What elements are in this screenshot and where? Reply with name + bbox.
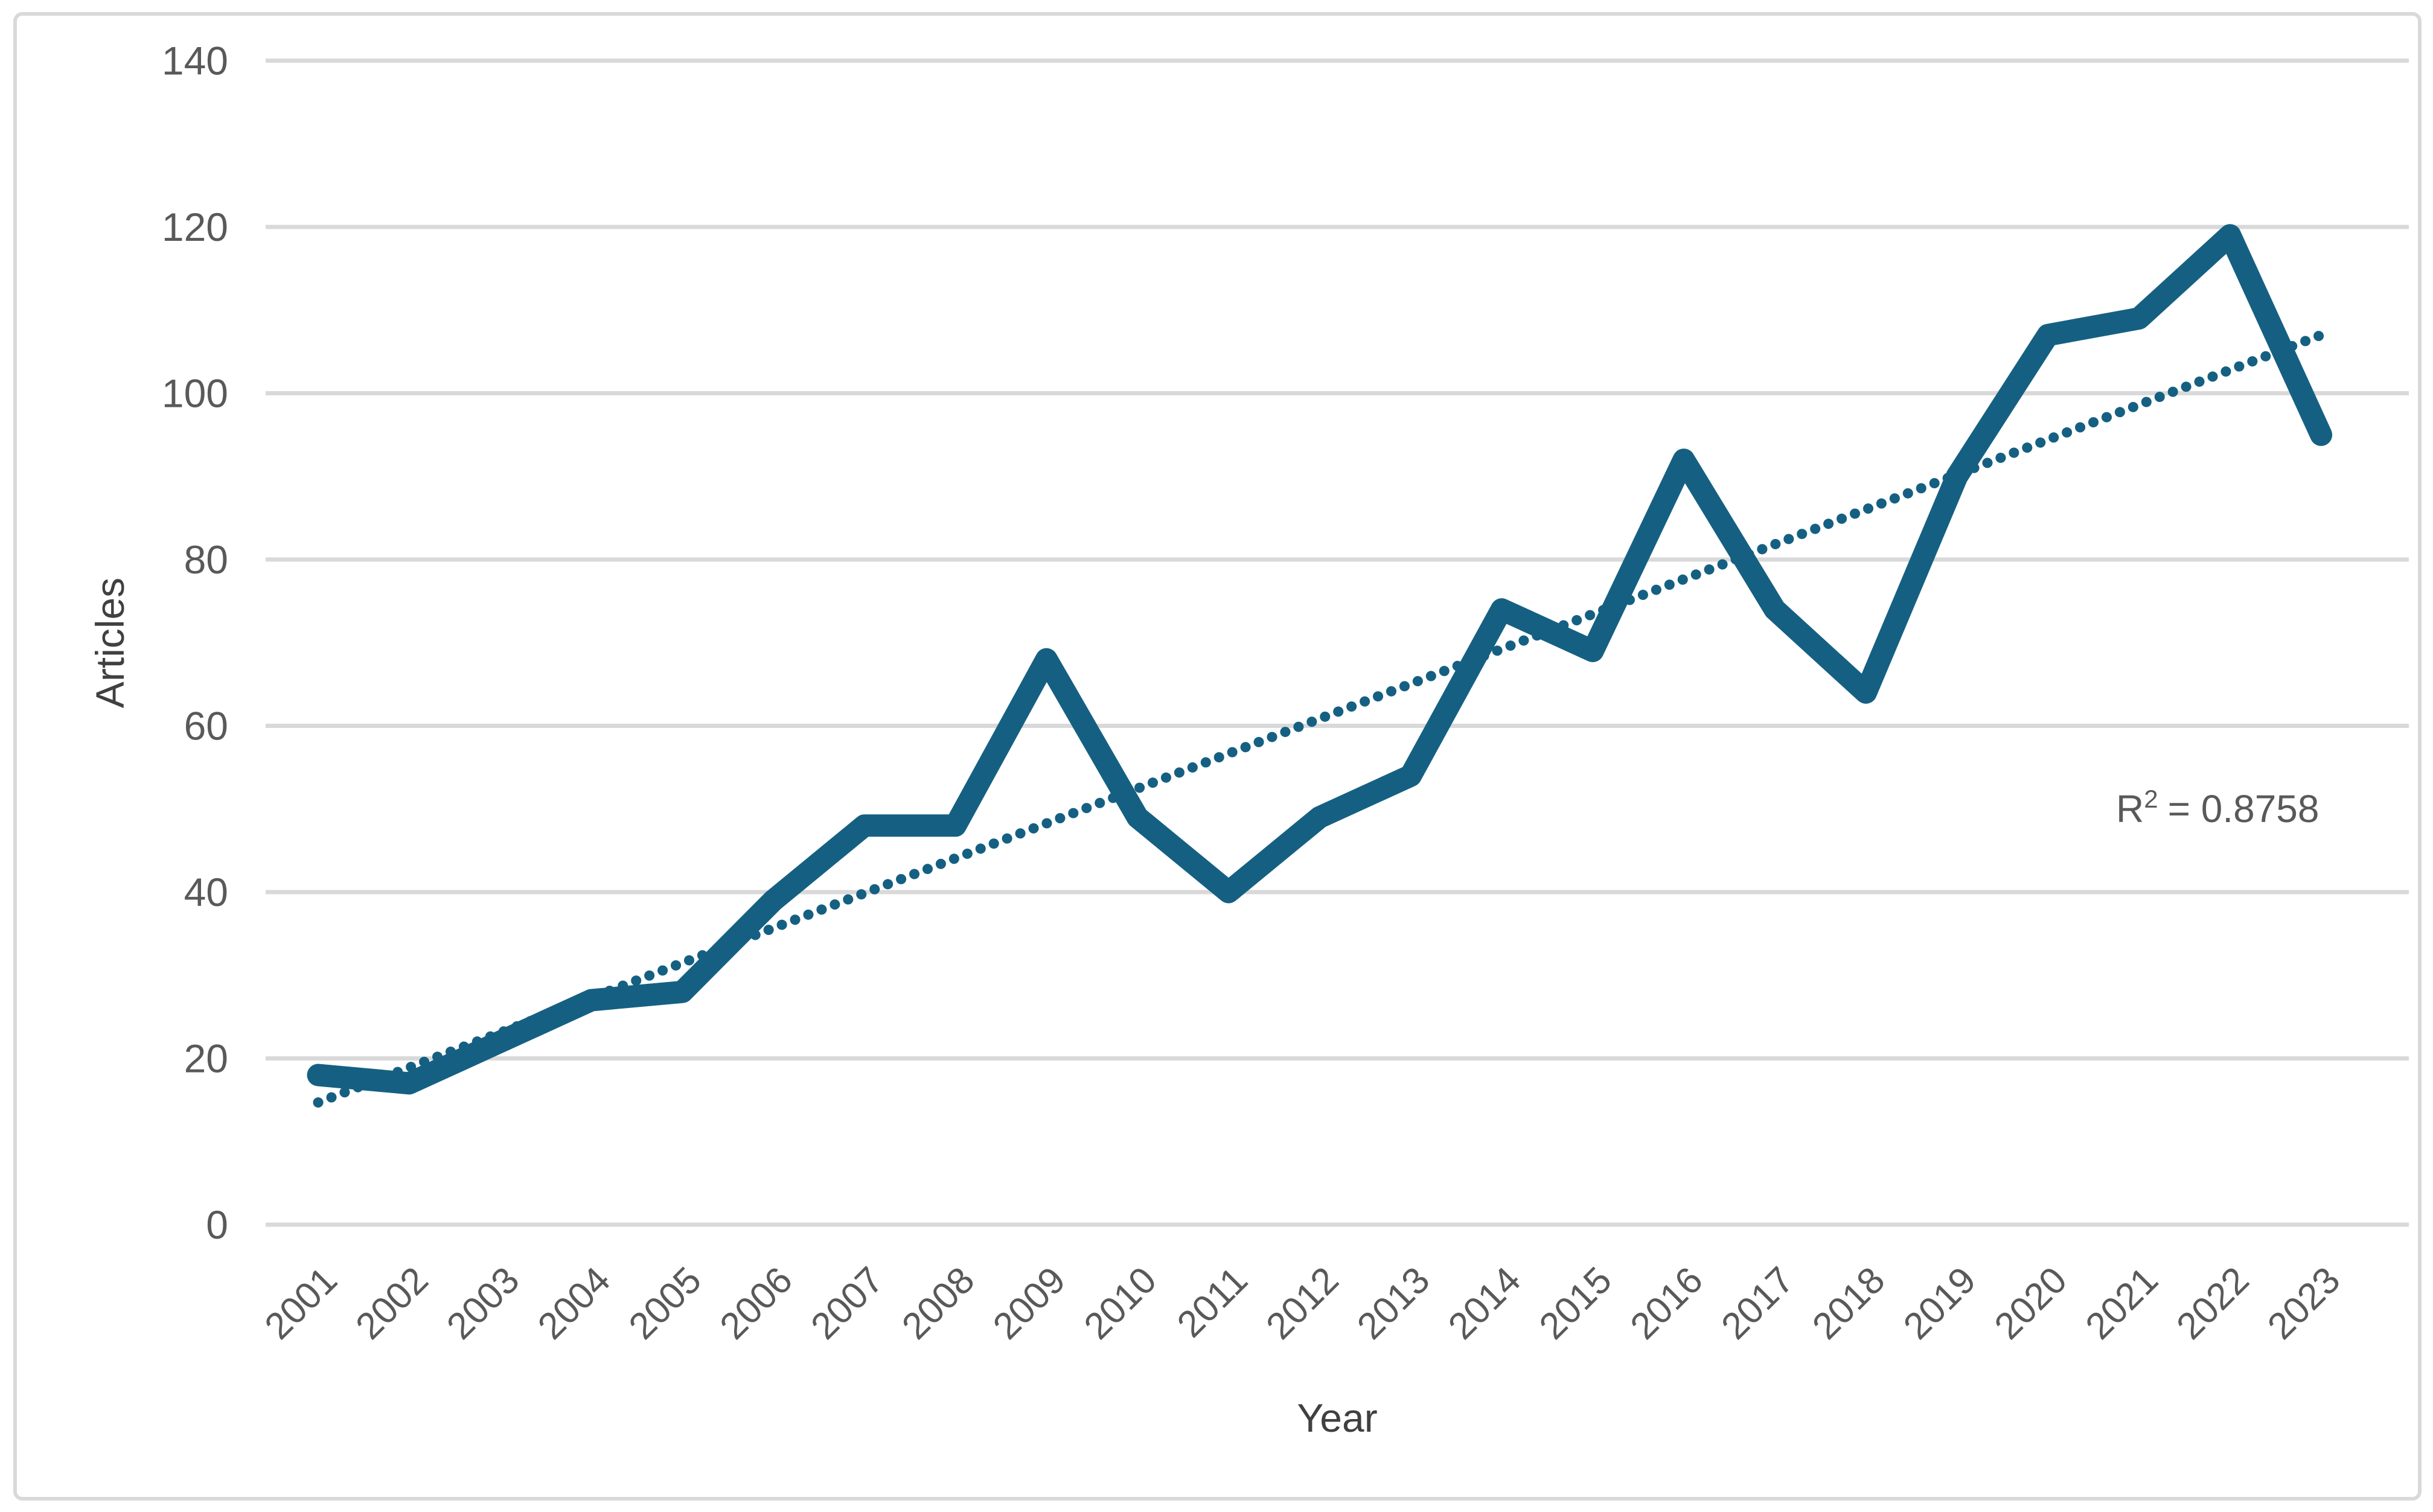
y-tick-label: 80 (184, 537, 228, 582)
articles-series-line (307, 224, 2333, 1095)
gridlines-group (266, 59, 2409, 1227)
y-tick-label: 40 (184, 870, 228, 914)
y-tick-label: 100 (162, 371, 228, 416)
x-axis-title: Year (1297, 1396, 1377, 1440)
y-tick-label: 120 (162, 205, 228, 249)
y-tick-label: 20 (184, 1036, 228, 1081)
y-tick-label: 0 (206, 1202, 228, 1247)
y-tick-label: 140 (162, 39, 228, 83)
y-axis-tick-labels: 0 20 40 60 80 100 120 140 (162, 39, 228, 1248)
r-squared-annotation: R2 = 0.8758 (2116, 785, 2319, 831)
y-axis-title: Articles (88, 578, 132, 708)
y-tick-label: 60 (184, 704, 228, 748)
linear-trendline-dotted (313, 330, 2327, 1108)
